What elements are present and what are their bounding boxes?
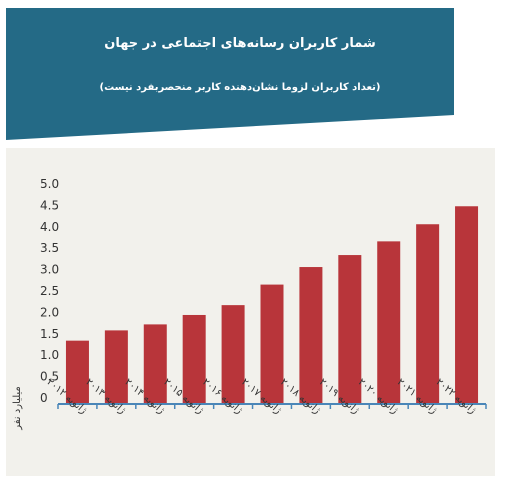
bar xyxy=(338,255,362,404)
y-tick-label: 3.5 xyxy=(40,241,59,255)
banner-shape xyxy=(6,8,454,140)
y-tick-label: 0 xyxy=(40,391,48,405)
plot-panel: 0 0.5 1.0 1.5 2.0 2.5 3.0 3.5 4.0 4.5 5.0 ژانویه ۲۰… xyxy=(6,148,495,476)
header-banner xyxy=(6,8,454,140)
bar xyxy=(182,314,206,404)
y-tick-label: 4.0 xyxy=(40,220,59,234)
bar xyxy=(260,284,284,404)
y-tick-label: 2.5 xyxy=(40,284,59,298)
bar xyxy=(455,206,479,404)
chart-subtitle: (تعداد کاربران لزوما نشان‌دهنده کاربر من… xyxy=(99,82,381,93)
y-tick-label: 4.5 xyxy=(40,198,59,212)
bar xyxy=(143,324,167,404)
bar xyxy=(65,340,89,404)
y-tick-label: 0.5 xyxy=(40,370,59,384)
bar xyxy=(299,267,323,404)
bar xyxy=(377,241,401,404)
bar xyxy=(416,224,440,404)
chart-title: شمار کاربران رسانه‌های اجتماعی در جهان xyxy=(104,36,376,51)
y-tick-label: 1.5 xyxy=(40,327,59,341)
y-tick-label: 1.0 xyxy=(40,348,59,362)
y-tick-label: 3.0 xyxy=(40,263,59,277)
y-axis-label: میلیارد نفر xyxy=(12,386,23,430)
bar xyxy=(104,330,128,404)
y-tick-label: 2.0 xyxy=(40,305,59,319)
y-tick-label: 5.0 xyxy=(40,177,59,191)
bar xyxy=(221,305,245,404)
